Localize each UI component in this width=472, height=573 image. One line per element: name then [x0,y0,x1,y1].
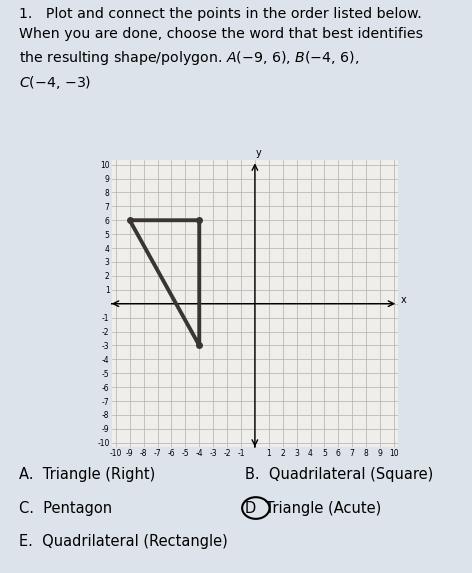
Text: D  Triangle (Acute): D Triangle (Acute) [245,501,382,516]
Text: A.  Triangle (Right): A. Triangle (Right) [19,467,155,482]
Text: 1.   Plot and connect the points in the order listed below.
When you are done, c: 1. Plot and connect the points in the or… [19,7,423,91]
Text: C.  Pentagon: C. Pentagon [19,501,112,516]
Text: B.  Quadrilateral (Square): B. Quadrilateral (Square) [245,467,434,482]
Text: E.  Quadrilateral (Rectangle): E. Quadrilateral (Rectangle) [19,534,228,549]
Text: x: x [401,295,407,304]
Text: y: y [256,148,262,158]
